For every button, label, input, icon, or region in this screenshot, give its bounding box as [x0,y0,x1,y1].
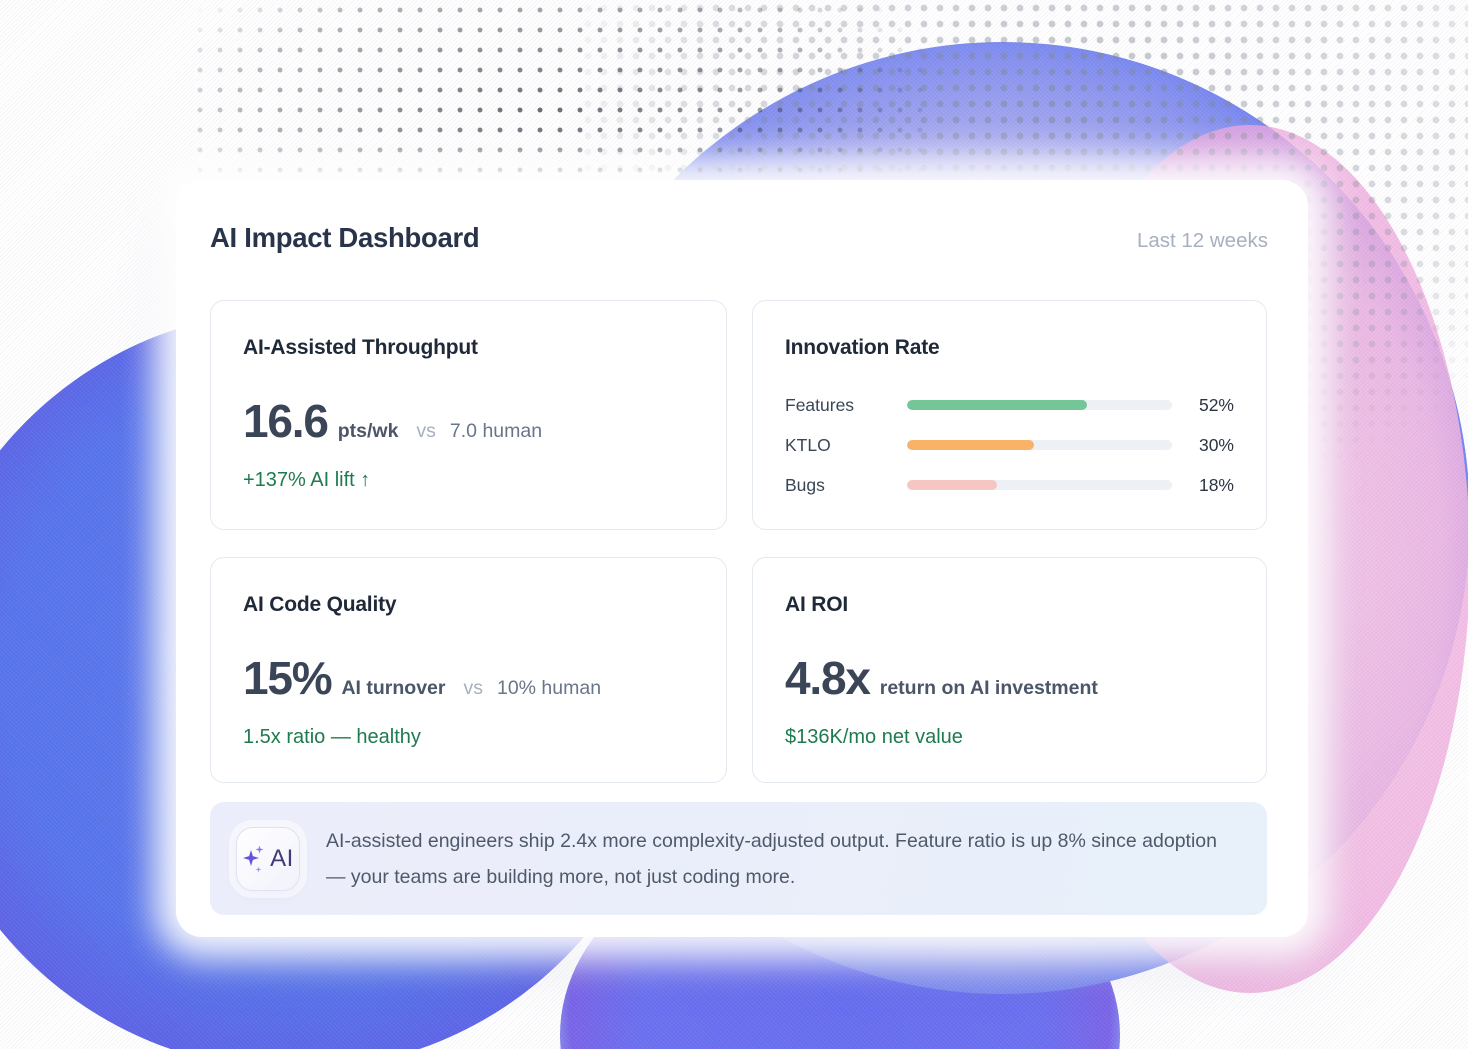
quality-value: 15% [243,652,333,704]
innovation-row-features: Features 52% [785,392,1234,418]
throughput-value: 16.6 [243,395,329,447]
innovation-row-value: 30% [1198,434,1234,455]
innovation-row-label: Features [785,394,855,415]
card-throughput-metric: 16.6 pts/wk vs 7.0 human [243,395,694,447]
quality-vs-label: vs [463,677,483,699]
innovation-bar-list: Features 52% KTLO 30% Bugs 18% [785,392,1234,498]
card-quality: AI Code Quality 15% AI turnover vs 10% h… [210,557,727,783]
innovation-row-value: 18% [1198,474,1234,495]
innovation-bar-track [907,440,1172,450]
innovation-bar-fill [907,400,1088,410]
card-quality-metric: 15% AI turnover vs 10% human [243,652,694,704]
card-roi: AI ROI 4.8x return on AI investment $136… [752,557,1267,783]
card-throughput-title: AI-Assisted Throughput [243,336,478,359]
innovation-bar-fill [907,440,1035,450]
innovation-row-label: Bugs [785,474,825,495]
innovation-row-label: KTLO [785,434,831,455]
roi-value: 4.8x [785,652,871,704]
quality-unit: AI turnover [341,677,446,699]
innovation-row-ktlo: KTLO 30% [785,432,1234,458]
innovation-row-value: 52% [1198,394,1234,415]
ai-badge: AI [236,826,300,891]
page-title: AI Impact Dashboard [210,222,480,253]
throughput-vs-label: vs [416,420,436,442]
ai-insight-text: AI-assisted engineers ship 2.4x more com… [326,829,1217,888]
card-roi-title: AI ROI [785,593,848,616]
innovation-row-bugs: Bugs 18% [785,472,1234,498]
ai-insight-banner: AI AI-assisted engineers ship 2.4x more … [210,802,1267,915]
panel-header: AI Impact Dashboard Last 12 weeks [210,222,1268,254]
throughput-baseline: 7.0 human [449,420,543,442]
period-label: Last 12 weeks [1136,229,1268,252]
throughput-unit: pts/wk [337,420,399,442]
card-innovation: Innovation Rate Features 52% KTLO 30% Bu… [752,300,1267,530]
dashboard-panel: AI Impact Dashboard Last 12 weeks AI-Ass… [176,180,1308,937]
card-innovation-title: Innovation Rate [785,336,940,359]
innovation-bar-fill [907,480,998,490]
innovation-bar-track [907,480,1172,490]
card-quality-title: AI Code Quality [243,593,397,616]
ai-sparkle-icon [242,844,268,874]
card-throughput: AI-Assisted Throughput 16.6 pts/wk vs 7.… [210,300,727,530]
throughput-delta: +137% AI lift ↑ [243,469,371,492]
quality-delta: 1.5x ratio — healthy [243,726,421,749]
roi-delta: $136K/mo net value [785,726,963,749]
quality-baseline: 10% human [496,677,602,699]
innovation-bar-track [907,400,1172,410]
roi-unit: return on AI investment [879,677,1098,699]
card-roi-metric: 4.8x return on AI investment [785,652,1234,704]
ai-badge-label: AI [270,844,294,872]
